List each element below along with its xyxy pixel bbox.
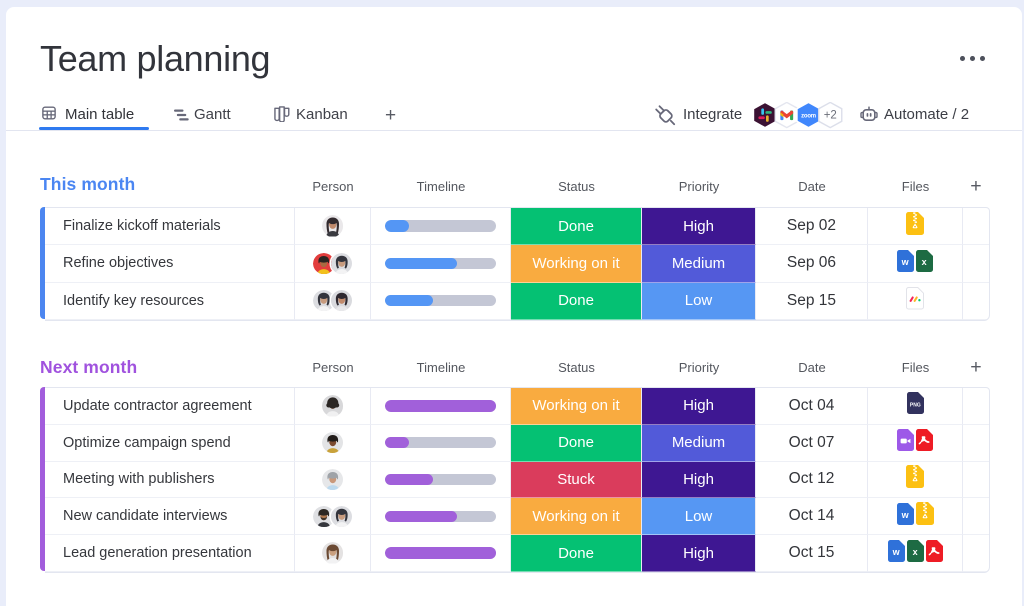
svg-text:w: w: [900, 510, 909, 520]
svg-text:x: x: [912, 547, 917, 557]
svg-text:+2: +2: [824, 110, 837, 122]
svg-text:PNG: PNG: [909, 403, 920, 409]
svg-text:w: w: [891, 547, 900, 557]
svg-text:zoom: zoom: [801, 113, 816, 119]
svg-text:w: w: [901, 257, 910, 267]
svg-text:x: x: [922, 257, 927, 267]
